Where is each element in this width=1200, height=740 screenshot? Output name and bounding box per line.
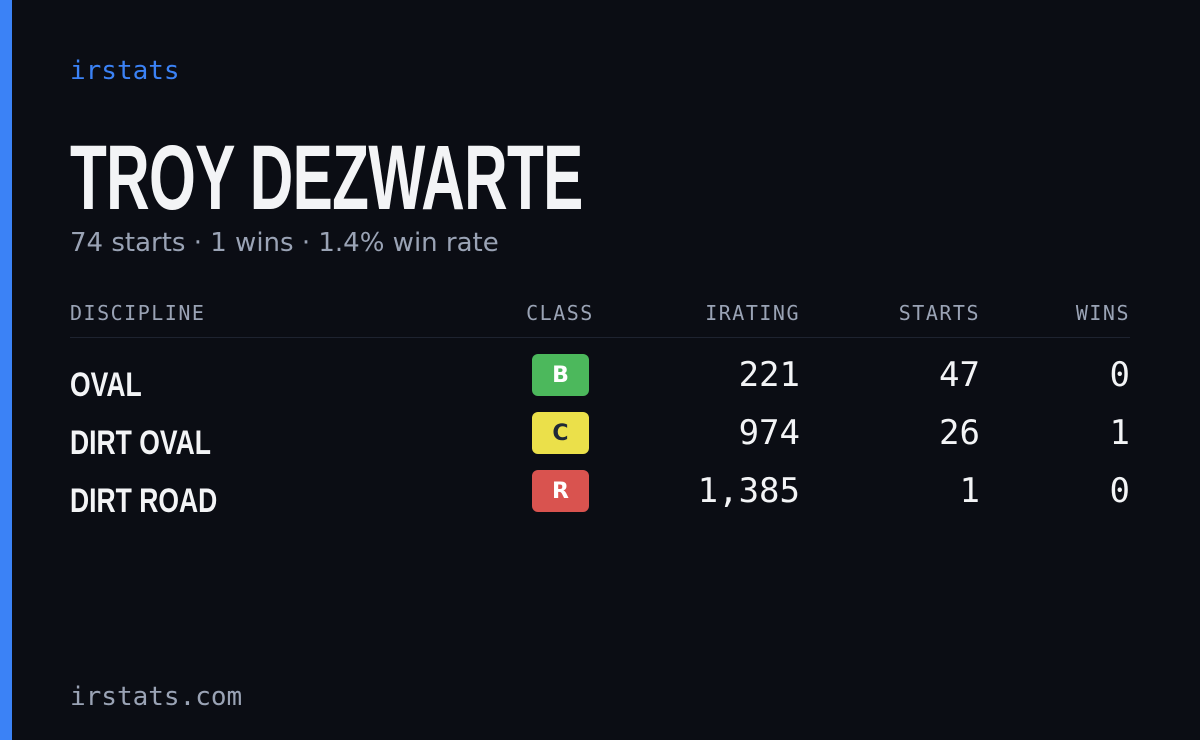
discipline: DIRT ROAD [70,482,218,520]
header-rule [70,337,1130,338]
discipline: DIRT OVAL [70,424,211,462]
irating: 1,385 [697,471,800,511]
accent-bar [0,0,12,740]
starts: 1 [959,471,980,511]
column-header: WINS [1075,301,1130,325]
wins: 1 [1109,413,1130,453]
irating: 974 [738,413,800,453]
column-header: IRATING [705,301,800,325]
column-header: DISCIPLINE [70,301,206,325]
irating: 221 [738,355,800,395]
class-badge: R [532,470,589,512]
player-name: TROY DEZWARTE [70,127,583,229]
wins: 0 [1109,355,1130,395]
class-badge: B [532,354,589,396]
starts: 26 [939,413,980,453]
summary: 74 starts · 1 wins · 1.4% win rate [70,228,499,258]
site-url: irstats.com [70,682,243,712]
starts: 47 [939,355,980,395]
column-header: CLASS [526,301,594,325]
column-header: STARTS [898,301,980,325]
wins: 0 [1109,471,1130,511]
class-badge: C [532,412,589,454]
brand: irstats [70,56,180,86]
discipline: OVAL [70,366,142,404]
